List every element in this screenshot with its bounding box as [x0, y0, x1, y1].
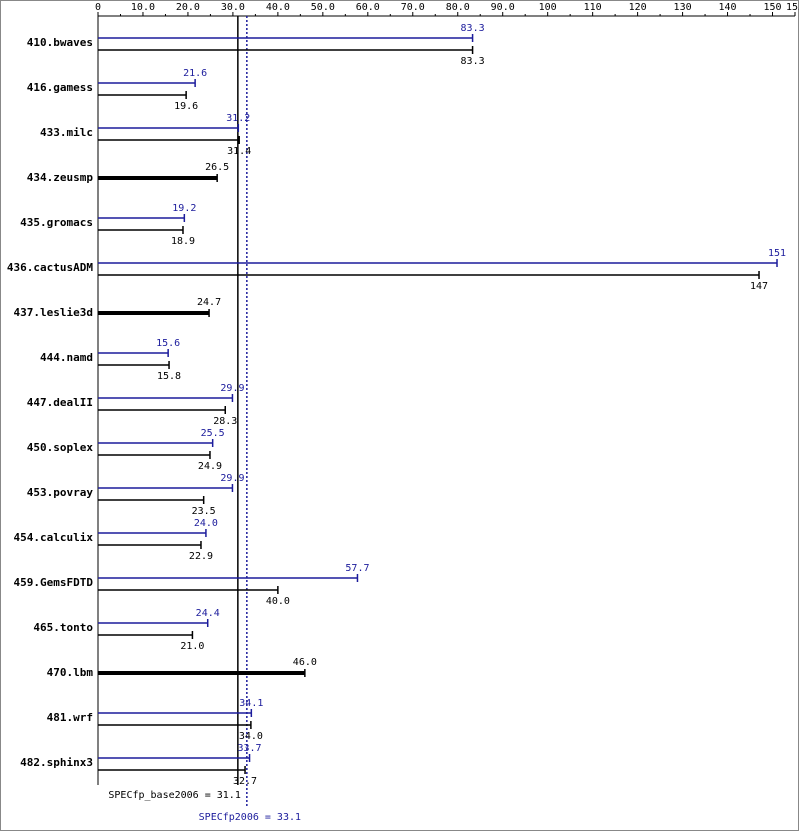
value-label: 26.5	[205, 162, 229, 173]
value-label: 40.0	[266, 596, 290, 607]
x-tick-label: 110	[584, 2, 602, 13]
category-label: 482.sphinx3	[20, 756, 93, 769]
value-label: 31.4	[227, 146, 251, 157]
reference-label: SPECfp_base2006 = 31.1	[108, 790, 240, 801]
category-label: 416.gamess	[27, 81, 93, 94]
value-label: 21.0	[180, 641, 204, 652]
value-label: 15.6	[156, 338, 180, 349]
x-tick-label: 50.0	[311, 2, 335, 13]
value-label: 19.6	[174, 101, 198, 112]
category-label: 465.tonto	[33, 621, 93, 634]
category-label: 435.gromacs	[20, 216, 93, 229]
value-label: 29.9	[220, 473, 244, 484]
value-label: 31.2	[226, 113, 250, 124]
value-label: 34.0	[239, 731, 263, 742]
value-label: 22.9	[189, 551, 213, 562]
x-tick-label: 155	[786, 2, 799, 13]
x-tick-label: 70.0	[401, 2, 425, 13]
category-label: 454.calculix	[14, 531, 94, 544]
value-label: 28.3	[213, 416, 237, 427]
value-label: 46.0	[293, 657, 317, 668]
value-label: 23.5	[192, 506, 216, 517]
value-label: 83.3	[461, 23, 485, 34]
x-tick-label: 130	[674, 2, 692, 13]
x-tick-label: 150	[763, 2, 781, 13]
value-label: 57.7	[345, 563, 369, 574]
value-label: 33.7	[237, 743, 261, 754]
category-label: 447.dealII	[27, 396, 93, 409]
value-label: 34.1	[239, 698, 263, 709]
value-label: 151	[768, 248, 786, 259]
value-label: 24.7	[197, 297, 221, 308]
value-label: 32.7	[233, 776, 257, 787]
category-label: 481.wrf	[47, 711, 93, 724]
value-label: 29.9	[220, 383, 244, 394]
category-label: 470.lbm	[47, 666, 94, 679]
category-label: 453.povray	[27, 486, 94, 499]
category-label: 437.leslie3d	[14, 306, 93, 319]
x-tick-label: 10.0	[131, 2, 155, 13]
x-tick-label: 60.0	[356, 2, 380, 13]
x-tick-label: 20.0	[176, 2, 200, 13]
x-tick-label: 80.0	[446, 2, 470, 13]
category-label: 444.namd	[40, 351, 93, 364]
value-label: 24.9	[198, 461, 222, 472]
x-tick-label: 90.0	[491, 2, 515, 13]
x-tick-label: 140	[719, 2, 737, 13]
x-tick-label: 0	[95, 2, 101, 13]
category-label: 410.bwaves	[27, 36, 93, 49]
category-label: 450.soplex	[27, 441, 94, 454]
value-label: 83.3	[461, 56, 485, 67]
category-label: 459.GemsFDTD	[14, 576, 94, 589]
reference-label: SPECfp2006 = 33.1	[199, 812, 301, 823]
category-label: 433.milc	[40, 126, 93, 139]
value-label: 18.9	[171, 236, 195, 247]
value-label: 19.2	[172, 203, 196, 214]
x-tick-label: 120	[629, 2, 647, 13]
x-tick-label: 40.0	[266, 2, 290, 13]
x-tick-label: 100	[539, 2, 557, 13]
value-label: 15.8	[157, 371, 181, 382]
category-label: 436.cactusADM	[7, 261, 93, 274]
value-label: 25.5	[201, 428, 225, 439]
x-tick-label: 30.0	[221, 2, 245, 13]
value-label: 24.4	[196, 608, 220, 619]
category-label: 434.zeusmp	[27, 171, 94, 184]
value-label: 147	[750, 281, 768, 292]
value-label: 21.6	[183, 68, 207, 79]
value-label: 24.0	[194, 518, 218, 529]
